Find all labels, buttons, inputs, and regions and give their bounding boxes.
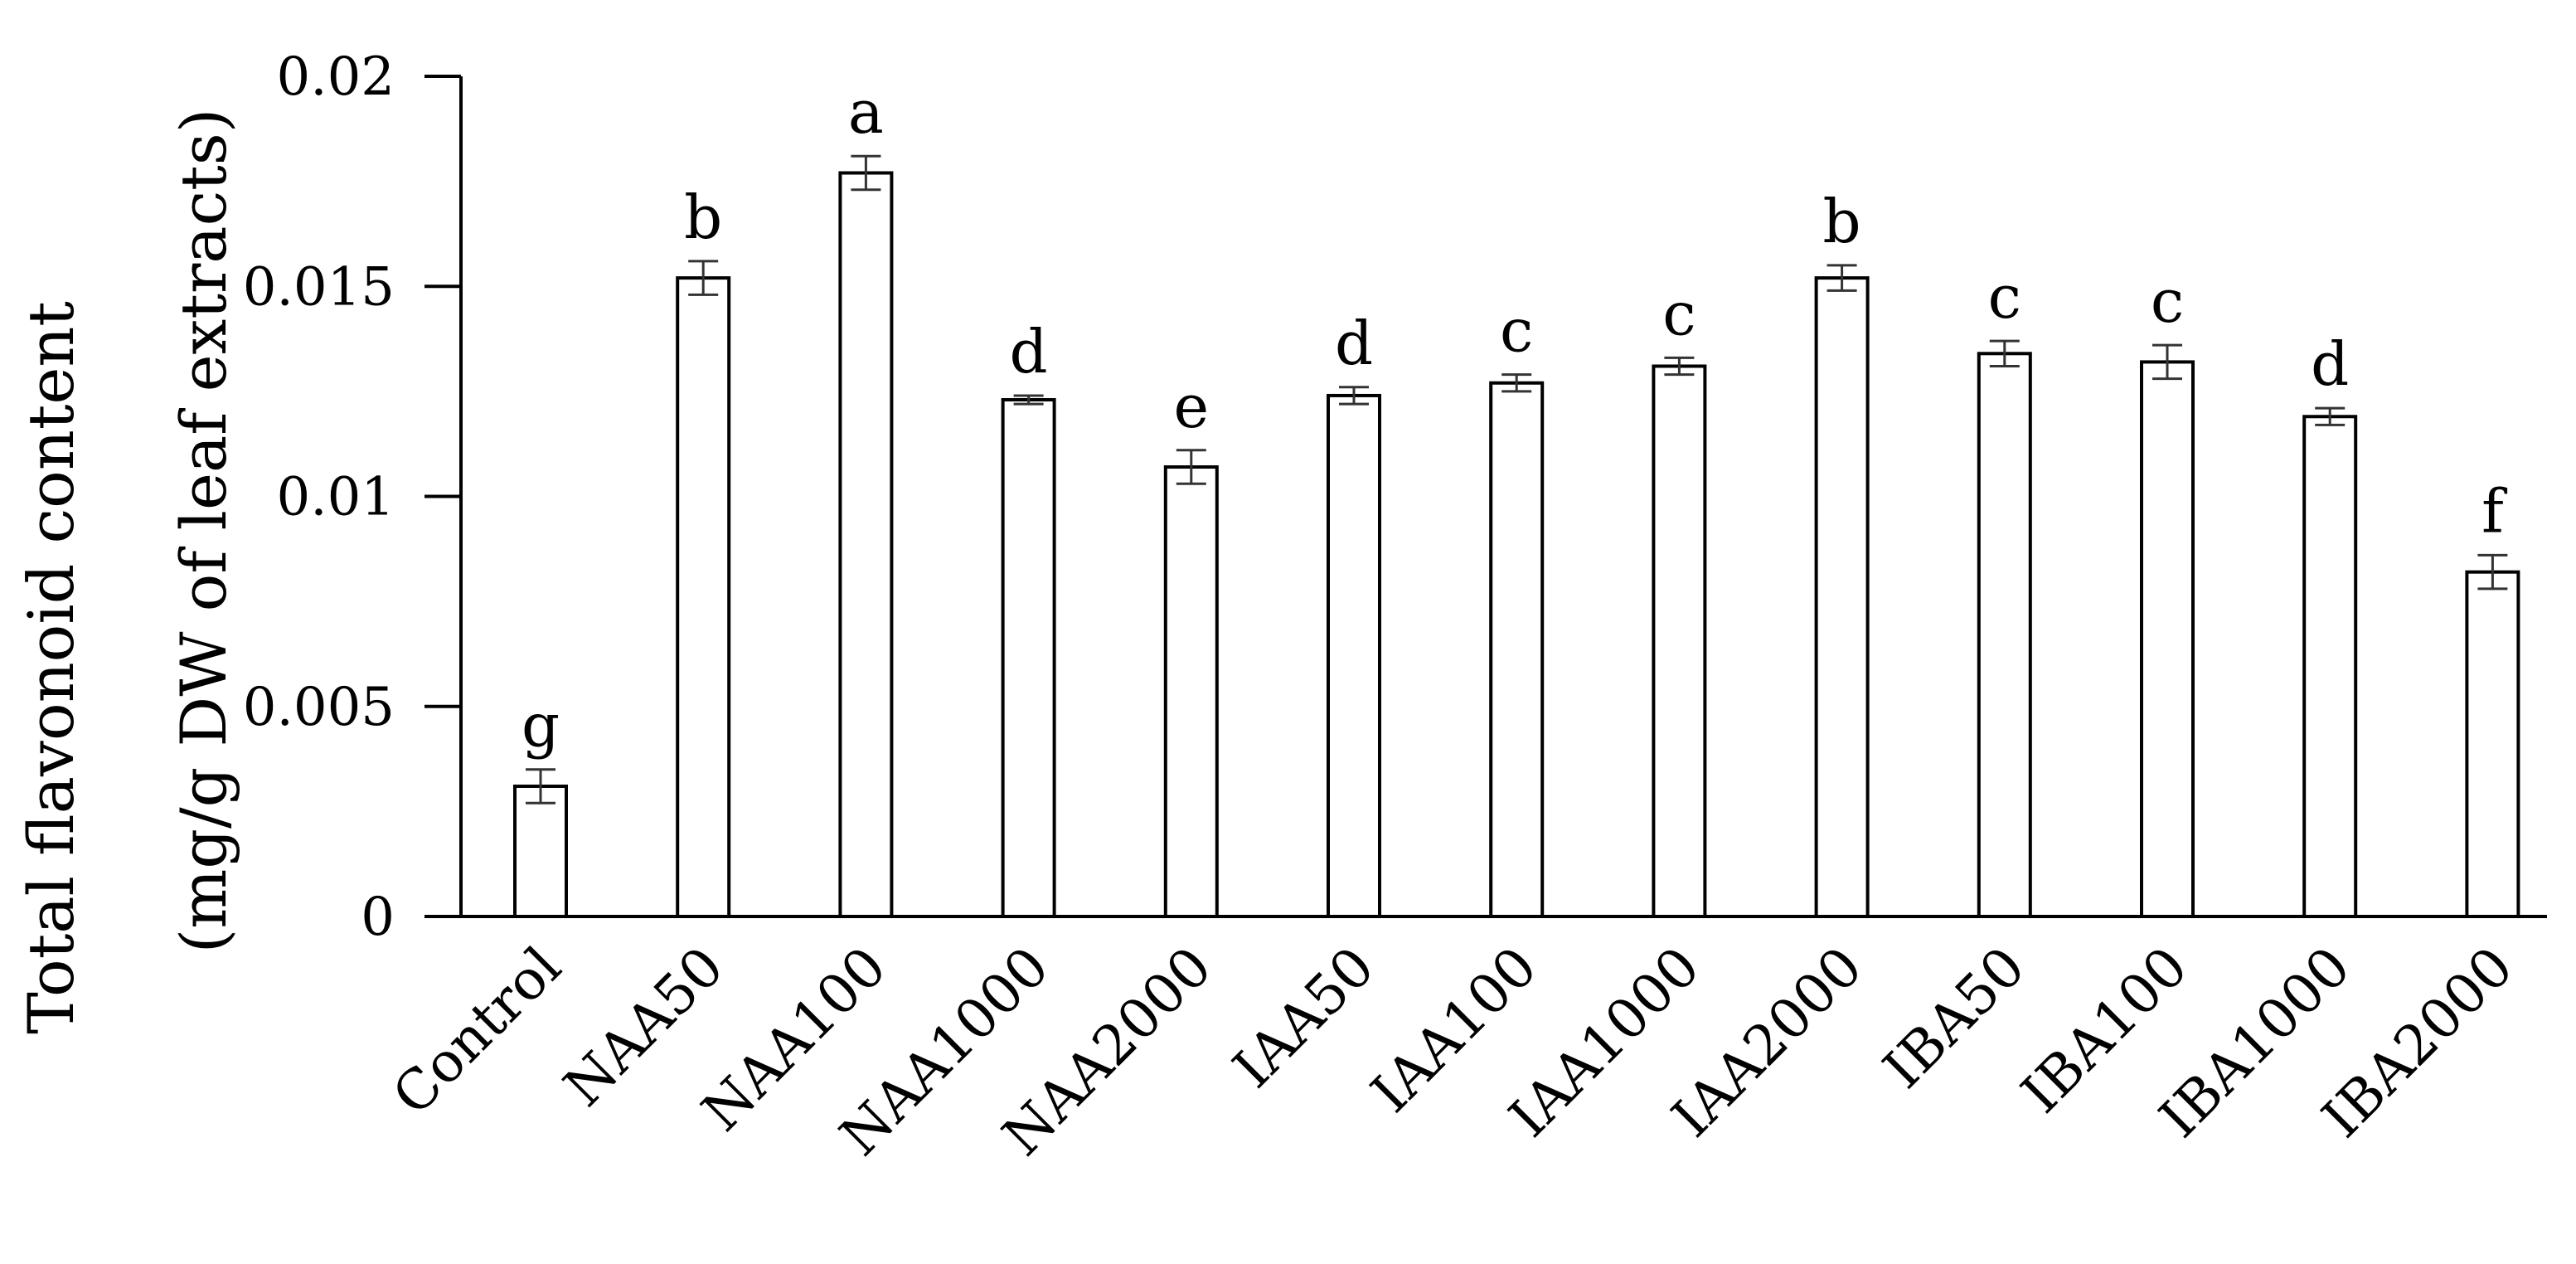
bar [1814,276,1870,918]
bar [1652,364,1707,918]
significance-letter: c [2151,266,2184,336]
significance-letter: d [1335,309,1373,378]
y-tick-label: 0.02 [277,46,395,108]
x-axis: ControlNAA50NAA100NAA1000NAA2000IAA50IAA… [381,915,2547,1168]
bars: g b a d e d c c b c c d f [513,77,2520,919]
y-tick-label: 0.01 [277,467,395,528]
y-tick-label: 0 [361,887,395,948]
bar [676,276,731,918]
significance-letter: b [1823,187,1861,256]
bar [1001,398,1056,918]
significance-letter: d [1010,317,1048,386]
bar [1977,352,2032,919]
bar [1489,381,1545,918]
bar [2302,415,2358,918]
significance-letter: f [2481,476,2507,546]
significance-letter: g [522,691,560,761]
y-axis-title-line2: (mg/g DW of leaf extracts) [167,109,240,954]
significance-letter: c [1500,296,1533,366]
significance-letter: e [1173,372,1209,441]
y-tick-label: 0.015 [243,256,395,318]
bar [513,784,568,918]
bar [1163,465,1219,918]
bar [2140,360,2195,919]
significance-letter: a [848,77,884,147]
bar [2465,570,2520,918]
significance-letter: c [1988,262,2021,332]
significance-letter: c [1662,279,1696,348]
x-tick-label: Control [381,935,573,1127]
y-tick-label: 0.005 [243,677,395,738]
significance-letter: d [2311,329,2349,399]
bar [838,171,894,918]
y-axis: 0 0.005 0.01 0.015 0.02 [243,46,463,948]
y-axis-title: Total flavonoid content (mg/g DW of leaf… [14,109,240,1034]
bar [1327,393,1381,918]
x-tick-label: IBA50 [1871,935,2037,1101]
y-axis-title-line1: Total flavonoid content [14,301,88,1034]
significance-letter: b [684,182,722,252]
x-tick-label: IAA50 [1221,935,1387,1101]
